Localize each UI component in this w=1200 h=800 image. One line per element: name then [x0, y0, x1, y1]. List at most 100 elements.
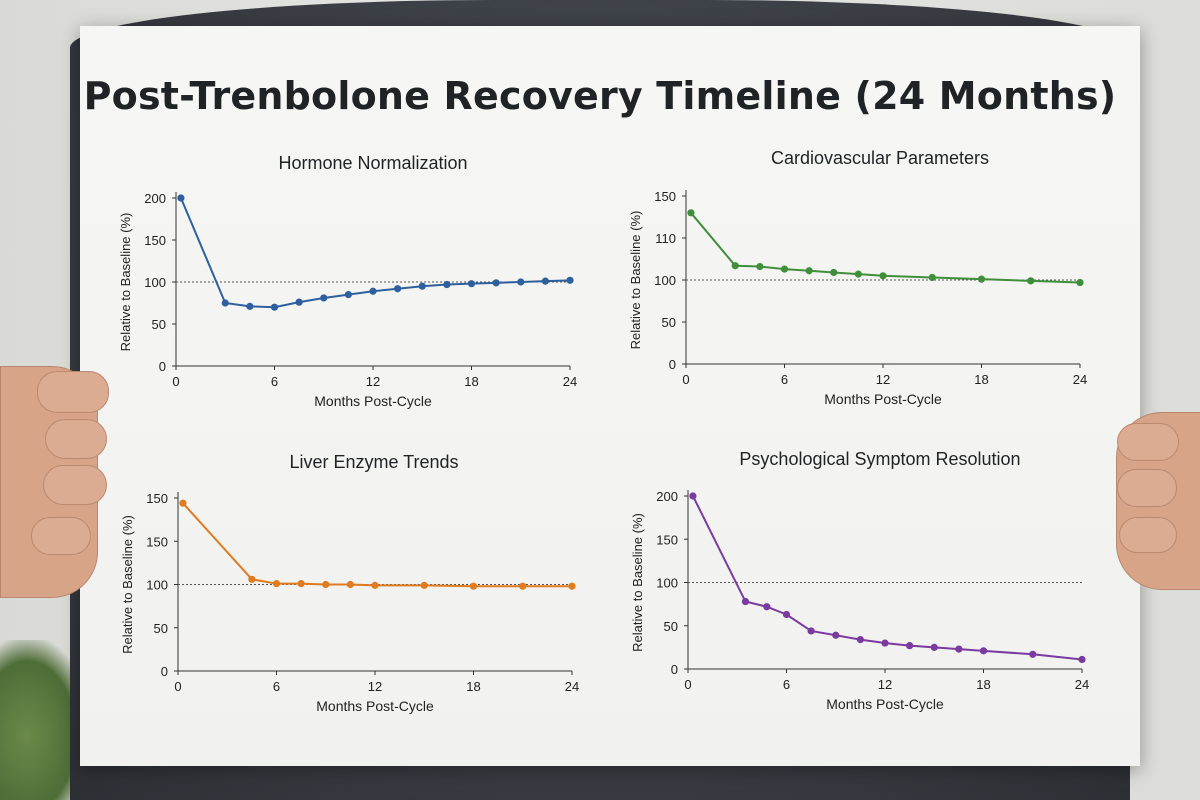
- left-finger: [37, 371, 109, 413]
- y-tick-label: 0: [161, 664, 168, 679]
- data-point: [881, 639, 889, 647]
- chart-title: Cardiovascular Parameters: [771, 148, 989, 168]
- y-tick-label: 100: [656, 576, 678, 591]
- data-point: [566, 276, 574, 284]
- data-point: [906, 642, 914, 650]
- data-point: [805, 267, 813, 275]
- data-point: [177, 194, 185, 202]
- data-point: [297, 580, 305, 588]
- y-tick-label: 100: [146, 578, 168, 593]
- data-point: [295, 298, 303, 306]
- y-tick-label: 150: [146, 534, 168, 549]
- x-tick-label: 6: [783, 677, 790, 692]
- x-tick-label: 6: [273, 679, 280, 694]
- data-point: [344, 291, 352, 299]
- x-tick-label: 12: [366, 374, 380, 389]
- chart-panel: Hormone Normalization 0 50 100 150 200 0 6 12 18 2…: [118, 153, 577, 409]
- poster-sheet: Post-Trenbolone Recovery Timeline (24 Mo…: [80, 26, 1140, 766]
- left-finger: [43, 465, 107, 505]
- data-point: [741, 597, 750, 606]
- x-tick-label: 0: [684, 677, 691, 692]
- y-tick-label: 110: [655, 231, 676, 246]
- left-hand: [0, 366, 109, 598]
- data-point: [1029, 650, 1037, 658]
- data-point: [830, 268, 838, 277]
- data-point: [346, 580, 354, 589]
- series-line: [692, 495, 1083, 661]
- x-tick-label: 0: [682, 372, 689, 387]
- x-tick-label: 24: [563, 374, 577, 389]
- right-finger: [1117, 423, 1179, 461]
- y-tick-label: 50: [152, 317, 166, 332]
- data-point: [320, 294, 328, 302]
- chart-panel: Liver Enzyme Trends 0 50 100 150 150 0 6 12 18 24 M…: [120, 452, 579, 714]
- data-point: [270, 303, 279, 311]
- data-point: [856, 635, 864, 644]
- data-point: [879, 272, 887, 280]
- data-point: [1078, 655, 1086, 664]
- data-point: [246, 302, 254, 310]
- data-point: [756, 262, 764, 271]
- data-point: [272, 580, 281, 588]
- data-point: [763, 603, 771, 611]
- y-tick-label: 50: [662, 315, 676, 330]
- y-tick-label: 0: [159, 359, 166, 374]
- left-finger: [45, 419, 107, 459]
- x-tick-label: 24: [565, 679, 579, 694]
- data-point: [221, 299, 229, 307]
- right-finger: [1117, 469, 1177, 507]
- data-point: [519, 582, 527, 590]
- data-point: [955, 645, 963, 653]
- y-axis-label: Relative to Baseline (%): [630, 513, 645, 652]
- x-tick-label: 6: [271, 374, 278, 389]
- y-tick-label: 100: [144, 275, 166, 290]
- y-tick-label: 150: [654, 189, 676, 204]
- data-point: [979, 647, 988, 655]
- chart-panel: Cardiovascular Parameters 0 50 100 110 150 0 6 1…: [628, 148, 1087, 407]
- y-tick-label: 150: [146, 491, 168, 506]
- y-tick-label: 150: [656, 532, 678, 547]
- data-point: [467, 280, 476, 288]
- y-tick-label: 0: [671, 662, 678, 677]
- data-point: [517, 278, 525, 286]
- data-point: [689, 492, 697, 500]
- data-point: [443, 280, 451, 289]
- data-point: [780, 265, 789, 273]
- left-finger: [31, 517, 91, 555]
- x-tick-label: 12: [876, 372, 890, 387]
- data-point: [832, 631, 840, 639]
- y-tick-label: 50: [154, 621, 168, 636]
- x-axis-label: Months Post-Cycle: [316, 698, 434, 714]
- data-point: [322, 580, 330, 589]
- data-point: [731, 262, 739, 270]
- data-point: [928, 273, 936, 282]
- x-tick-label: 18: [464, 374, 478, 389]
- x-tick-label: 18: [466, 679, 480, 694]
- y-tick-label: 200: [144, 191, 166, 206]
- x-tick-label: 24: [1073, 372, 1087, 387]
- series-line: [182, 502, 572, 588]
- data-point: [807, 627, 815, 635]
- data-point: [469, 582, 478, 590]
- data-point: [687, 209, 695, 217]
- x-tick-label: 18: [974, 372, 988, 387]
- y-tick-label: 50: [664, 619, 678, 634]
- data-point: [418, 282, 426, 290]
- data-point: [1027, 277, 1035, 285]
- y-axis-label: Relative to Baseline (%): [628, 211, 643, 350]
- y-axis-label: Relative to Baseline (%): [118, 213, 133, 352]
- x-tick-label: 12: [878, 677, 892, 692]
- data-point: [1076, 278, 1084, 287]
- y-tick-label: 0: [669, 357, 676, 372]
- data-point: [492, 279, 500, 287]
- data-point: [930, 643, 938, 651]
- data-point: [541, 277, 549, 285]
- series-line: [690, 212, 1081, 284]
- data-point: [977, 275, 986, 283]
- data-point: [248, 575, 256, 583]
- charts-svg: Hormone Normalization 0 50 100 150 200 0 6 12 18 2…: [118, 148, 1089, 714]
- x-tick-label: 24: [1075, 677, 1089, 692]
- y-tick-label: 100: [654, 273, 676, 288]
- data-point: [179, 499, 187, 507]
- chart-title: Psychological Symptom Resolution: [739, 449, 1020, 469]
